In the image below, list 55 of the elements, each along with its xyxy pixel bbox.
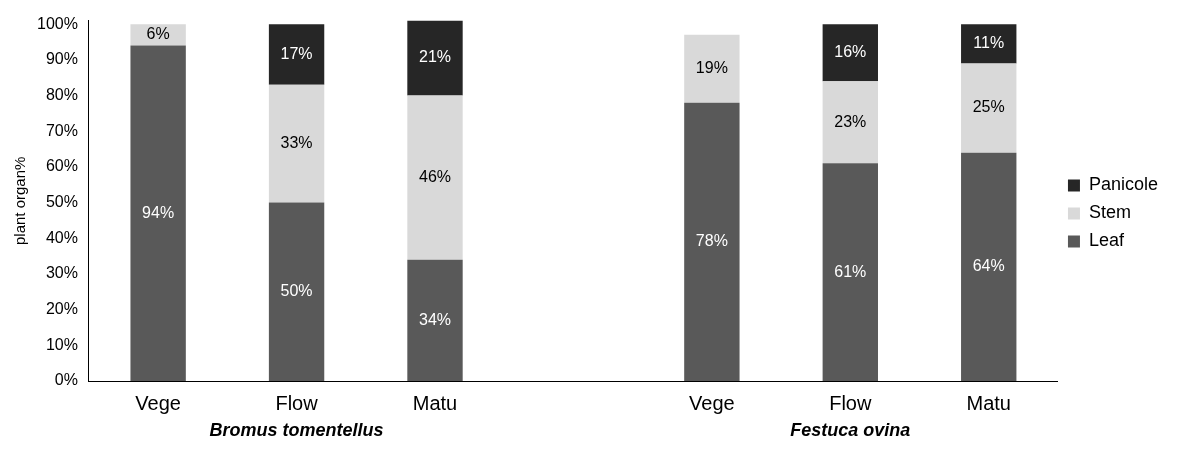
x-tick-label: Matu (966, 391, 1011, 414)
bar (407, 20, 463, 96)
data-label: 6% (146, 25, 170, 43)
data-label: 21% (418, 48, 452, 66)
text: Festuca ovina (790, 419, 911, 440)
y-tick-label: 80% (45, 85, 78, 103)
y-tick-label: 0% (54, 371, 78, 389)
bar (822, 163, 878, 381)
bar (961, 63, 1017, 153)
data-label: 19% (695, 59, 728, 77)
y-tick-label: 50% (45, 192, 78, 210)
legend-label: Stem (1088, 202, 1131, 223)
x-tick-label: Flow (275, 391, 319, 414)
data-label: 16% (834, 43, 867, 61)
bar (130, 24, 186, 46)
x-tick-label: Vege (689, 391, 735, 414)
legend-label: Panicole (1088, 174, 1158, 195)
data-label: 25% (972, 98, 1005, 116)
y-tick-label: 70% (45, 121, 78, 139)
data-label: 78% (695, 232, 728, 250)
y-tick-label: 100% (37, 14, 78, 32)
y-tick-label: 30% (45, 264, 78, 282)
data-label: 33% (280, 134, 313, 152)
y-tick-label: 10% (45, 335, 78, 353)
bar (684, 34, 740, 103)
text: Bromus tomentellus (209, 419, 384, 440)
bar (822, 81, 878, 164)
data-label: 61% (834, 262, 867, 280)
bar (268, 24, 325, 85)
data-label: 94% (142, 203, 175, 221)
bar (961, 24, 1017, 64)
bar (268, 84, 325, 203)
bar (822, 24, 878, 82)
data-label: 64% (972, 257, 1005, 275)
x-tick-label: Matu (412, 391, 458, 414)
data-label: 23% (834, 112, 867, 130)
data-label: 34% (418, 310, 452, 328)
bar (130, 45, 186, 381)
bar (268, 202, 325, 381)
legend-label: Leaf (1088, 230, 1125, 251)
data-label: 17% (280, 44, 313, 62)
data-label: 11% (973, 34, 1005, 52)
bar (961, 152, 1017, 381)
y-tick-label: 40% (45, 228, 78, 246)
y-tick-label: 90% (45, 50, 78, 68)
bar (684, 102, 740, 381)
y-axis-title: plant organ% (11, 156, 29, 245)
bar (407, 259, 463, 381)
x-tick-label: Flow (829, 391, 872, 414)
data-label: 46% (418, 168, 452, 186)
x-tick-label: Vege (135, 391, 181, 414)
data-label: 50% (280, 282, 313, 300)
y-tick-label: 20% (45, 300, 78, 318)
y-tick-label: 60% (45, 157, 78, 175)
bar (407, 95, 463, 260)
